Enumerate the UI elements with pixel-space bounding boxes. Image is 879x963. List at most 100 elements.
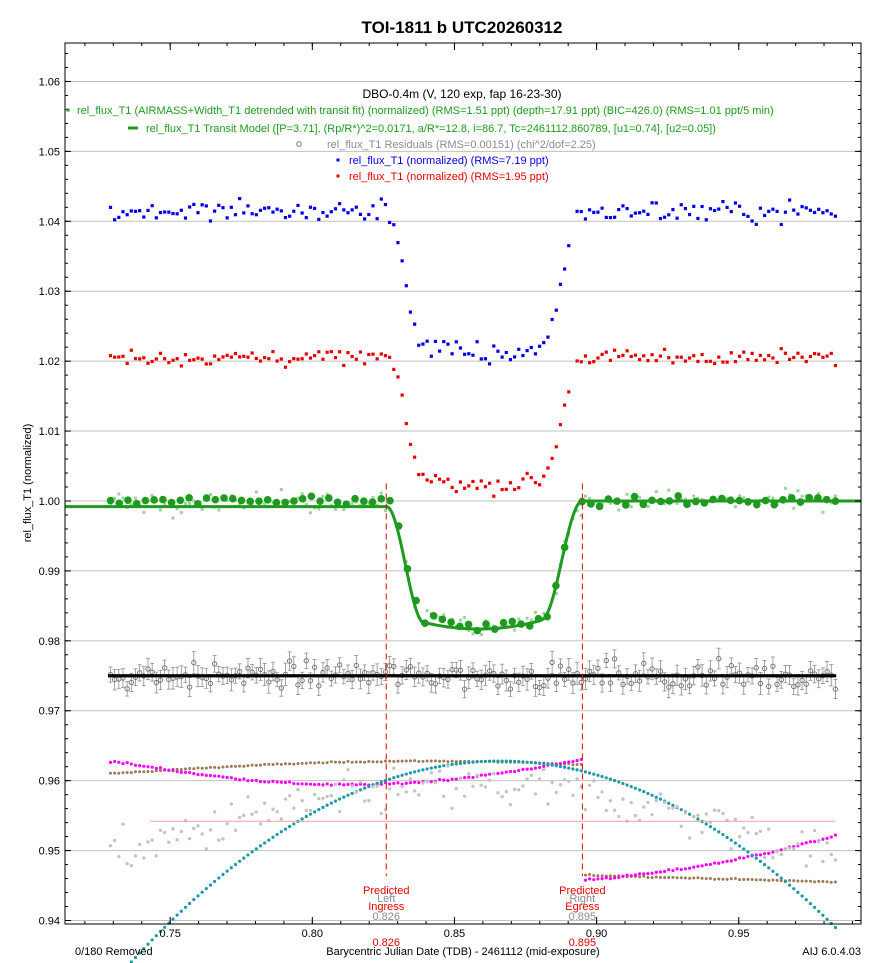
- green-binned-point: [185, 493, 193, 502]
- teal-point: [450, 762, 454, 767]
- residual-zero-mark: [831, 674, 837, 678]
- blue-point: [333, 207, 338, 211]
- green-binned-point: [290, 497, 298, 505]
- red-point: [583, 354, 588, 358]
- red-point: [296, 357, 300, 361]
- green-unbinned-point: [175, 507, 179, 511]
- residual-zero-mark: [408, 674, 414, 678]
- green-unbinned-point: [304, 502, 308, 506]
- blue-point: [579, 209, 583, 214]
- teal-point: [454, 762, 458, 766]
- residual-zero-mark: [212, 674, 218, 678]
- brown-point: [363, 760, 367, 764]
- teal-point: [275, 832, 279, 837]
- blue-point: [650, 201, 654, 205]
- residual-zero-mark: [208, 674, 214, 678]
- blue-point: [479, 357, 483, 361]
- blue-point: [692, 204, 696, 208]
- magenta-point: [588, 877, 592, 881]
- green-binned-point: [237, 496, 246, 505]
- red-point: [662, 347, 667, 351]
- residual-zero-mark: [453, 674, 459, 678]
- teal-point: [750, 853, 754, 857]
- green-unbinned-point: [367, 501, 371, 505]
- magenta-point: [513, 769, 517, 774]
- residual-point: [391, 663, 397, 670]
- magenta-point: [563, 760, 567, 765]
- brown-point: [600, 874, 604, 878]
- red-point: [404, 421, 408, 426]
- green-unbinned-point: [700, 497, 704, 501]
- y-tick-label: 1.04: [39, 216, 60, 228]
- residual-zero-mark: [758, 674, 764, 678]
- teal-point: [425, 767, 429, 771]
- residual-point: [686, 683, 693, 689]
- residual-point: [186, 684, 193, 690]
- brown-point: [667, 875, 671, 879]
- residual-zero-mark: [822, 674, 828, 678]
- residual-point: [832, 686, 839, 692]
- green-binned-point: [394, 522, 403, 530]
- teal-point: [138, 951, 142, 955]
- red-point: [742, 350, 746, 354]
- teal-point: [604, 776, 608, 780]
- green-unbinned-point: [738, 494, 742, 498]
- blue-point: [833, 214, 838, 218]
- residual-zero-mark: [335, 674, 341, 678]
- red-point: [567, 390, 571, 394]
- blue-point: [346, 211, 350, 215]
- red-point: [500, 487, 504, 492]
- lightgray-point: [642, 805, 646, 809]
- brown-point: [638, 875, 642, 879]
- green-unbinned-point: [654, 490, 658, 494]
- teal-point: [825, 917, 829, 921]
- ingress-sub-label: Left: [377, 893, 395, 905]
- blue-point: [750, 219, 754, 223]
- green-binned-point: [325, 494, 333, 502]
- brown-point: [779, 879, 783, 883]
- teal-point: [175, 913, 179, 917]
- lightgray-point: [467, 772, 471, 776]
- red-point: [338, 350, 342, 354]
- magenta-point: [225, 775, 229, 780]
- teal-point: [142, 946, 146, 951]
- magenta-point: [571, 760, 575, 764]
- red-point: [779, 347, 783, 351]
- residual-point: [153, 679, 159, 686]
- residual-zero-mark: [794, 674, 800, 678]
- lightgray-point: [412, 789, 417, 793]
- blue-point: [829, 212, 833, 216]
- teal-point: [321, 805, 325, 809]
- brown-point: [183, 767, 187, 771]
- lightgray-point: [700, 830, 704, 835]
- lightgray-point: [604, 808, 608, 813]
- blue-point: [550, 317, 554, 322]
- brown-point: [592, 873, 596, 877]
- brown-point: [596, 874, 600, 878]
- red-point: [342, 363, 346, 368]
- red-point: [279, 357, 283, 361]
- residual-zero-mark: [262, 674, 268, 678]
- green-unbinned-point: [479, 632, 483, 636]
- teal-point: [163, 925, 167, 929]
- teal-point: [508, 759, 513, 763]
- egress-value-red: 0.895: [569, 937, 597, 949]
- magenta-point: [279, 780, 283, 784]
- teal-point: [575, 768, 579, 772]
- brown-point: [588, 873, 592, 877]
- blue-point: [204, 204, 208, 208]
- brown-point: [425, 759, 429, 763]
- magenta-point: [804, 841, 808, 845]
- blue-point: [475, 340, 479, 344]
- magenta-point: [354, 783, 358, 787]
- magenta-point: [404, 781, 408, 785]
- residual-zero-mark: [549, 674, 555, 678]
- magenta-point: [833, 833, 838, 837]
- magenta-point: [167, 768, 171, 772]
- teal-point: [667, 801, 671, 805]
- red-point: [504, 487, 508, 491]
- residual-point: [191, 660, 197, 666]
- teal-point: [550, 763, 554, 767]
- green-unbinned-point: [200, 507, 204, 511]
- magenta-point: [496, 771, 500, 776]
